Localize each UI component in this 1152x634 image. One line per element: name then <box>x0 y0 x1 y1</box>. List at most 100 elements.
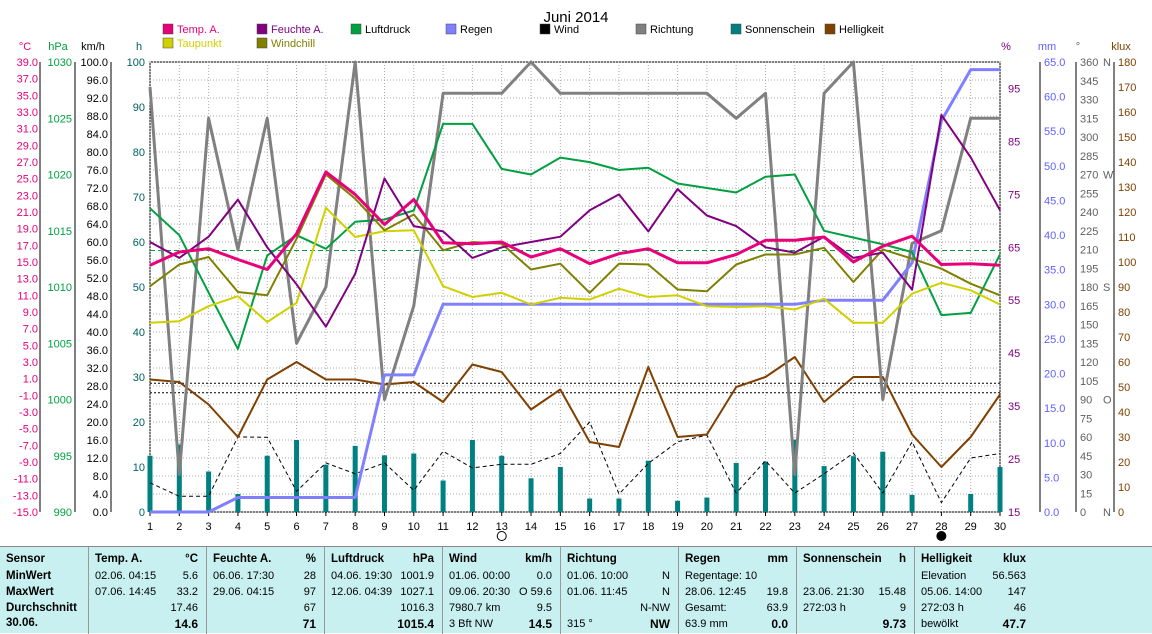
brightness-avg-value: 46 <box>1013 602 1026 614</box>
direction-min-value: N <box>662 570 670 582</box>
brightness-axis-label: klux <box>1111 41 1131 53</box>
temp-tick-label: 23.0 <box>17 190 38 202</box>
temp-tick-label: 13.0 <box>17 274 38 286</box>
temp-tick-label: -15.0 <box>13 507 38 519</box>
rain-tick-label: 25.0 <box>1044 334 1065 346</box>
x-tick-label: 2 <box>176 521 182 533</box>
sunshine-max-time: 23.06. 21:30 <box>803 586 865 598</box>
temp-tick-label: 17.0 <box>17 240 38 252</box>
direction-tick-label: 240 <box>1080 207 1098 219</box>
humidity-tick-label: 35 <box>1008 401 1020 413</box>
legend-swatch <box>635 23 647 35</box>
humidity-max-value: 97 <box>303 586 316 598</box>
brightness-tick-label: 180 <box>1118 57 1136 69</box>
sunshine-bar <box>176 444 182 512</box>
legend-swatch <box>539 23 551 35</box>
series-line-wind <box>149 421 1001 504</box>
temp-tick-label: -9.0 <box>19 457 38 469</box>
pressure-today-value: 1015.4 <box>397 617 434 631</box>
direction-avg-value: N-NW <box>640 602 670 614</box>
pressure-min-time: 04.06. 19:30 <box>331 570 393 582</box>
temp-tick-label: -11.0 <box>14 474 38 486</box>
x-tick-label: 8 <box>352 521 358 533</box>
wind-tick-label: 20.0 <box>87 417 108 429</box>
rain-axis-label: mm <box>1038 41 1056 53</box>
x-tick-label: 12 <box>466 521 478 533</box>
wind-today-value: 14.5 <box>528 617 552 631</box>
humidity-header: Feuchte A. <box>213 553 272 565</box>
wind-tick-label: 28.0 <box>87 381 108 393</box>
pressure-tick-label: 1015 <box>48 226 72 238</box>
sunshine-tick-label: 60 <box>133 237 145 249</box>
pressure-tick-label: 1020 <box>48 170 72 182</box>
direction-compass-label: N <box>1103 507 1111 519</box>
rain-tick-label: 55.0 <box>1044 126 1065 138</box>
x-tick-label: 11 <box>437 521 448 533</box>
wind-tick-label: 92.0 <box>87 93 108 105</box>
direction-header: Richtung <box>567 553 617 565</box>
wind-tick-label: 76.0 <box>87 165 108 177</box>
rain-tick-label: 20.0 <box>1044 369 1065 381</box>
temp-max-value: 33.2 <box>176 586 198 598</box>
temp-tick-label: 31.0 <box>17 124 38 136</box>
temp-tick-label: 19.0 <box>17 224 38 236</box>
new-moon-icon <box>936 531 947 541</box>
legend-swatch <box>350 23 362 35</box>
wind-tick-label: 12.0 <box>87 453 108 465</box>
series-line-temp-a <box>149 170 1001 271</box>
stats-pressure-column: Luftdruck hPa 04.06. 19:30 1001.9 12.06.… <box>324 547 442 634</box>
brightness-total: 272:03 h <box>921 602 964 614</box>
humidity-tick-label: 45 <box>1008 348 1020 360</box>
pressure-unit: hPa <box>412 553 434 565</box>
temp-avg-value: 17.46 <box>170 602 198 614</box>
wind-tick-label: 68.0 <box>87 201 108 213</box>
row-label-min: MinWert <box>6 570 52 582</box>
legend-label: Taupunkt <box>177 38 222 50</box>
series-line-windchill <box>149 173 1001 297</box>
sunshine-bar <box>528 478 534 512</box>
direction-tick-label: 270 <box>1080 170 1098 182</box>
temp-tick-label: 9.0 <box>23 307 38 319</box>
sunshine-bar <box>587 498 593 512</box>
stats-wind-column: Wind km/h 01.06. 00:00 0.0 09.06. 20:30 … <box>442 547 560 634</box>
sunshine-tick-label: 30 <box>133 372 145 384</box>
humidity-tick-label: 85 <box>1008 136 1020 148</box>
sunshine-bar <box>381 455 387 512</box>
direction-tick-label: 75 <box>1080 413 1092 425</box>
pressure-tick-label: 1025 <box>48 113 72 125</box>
row-label-avg: Durchschnitt <box>6 602 77 614</box>
rain-max-value: 19.8 <box>766 586 788 598</box>
temp-tick-label: 37.0 <box>17 74 38 86</box>
stats-sunshine-column: Sonnenschein h 23.06. 21:30 15.48 272:03… <box>796 547 914 634</box>
direction-tick-label: 300 <box>1080 132 1098 144</box>
temp-tick-label: 1.0 <box>23 374 38 386</box>
wind-tick-label: 84.0 <box>87 129 108 141</box>
direction-tick-label: 135 <box>1080 338 1098 350</box>
sensor-header: Sensor <box>6 553 45 565</box>
x-tick-label: 20 <box>701 521 713 533</box>
brightness-tick-label: 40 <box>1118 407 1130 419</box>
x-tick-label: 30 <box>994 521 1006 533</box>
series-line-taupunkt <box>149 206 1001 324</box>
direction-tick-label: 105 <box>1080 376 1098 388</box>
stats-direction-column: Richtung 01.06. 10:00 N 01.06. 11:45 N N… <box>560 547 678 634</box>
sunshine-bar <box>733 462 739 512</box>
direction-today-value: NW <box>650 617 670 631</box>
pressure-tick-label: 1000 <box>48 395 72 407</box>
rain-total-label: Gesamt: <box>685 602 727 614</box>
x-tick-label: 16 <box>584 521 596 533</box>
sunshine-bar <box>968 494 974 512</box>
legend-label: Regen <box>460 24 492 36</box>
wind-tick-label: 4.0 <box>93 489 108 501</box>
humidity-avg-value: 67 <box>303 602 316 614</box>
direction-tick-label: 315 <box>1080 113 1098 125</box>
wind-max-time: 09.06. 20:30 <box>449 586 511 598</box>
humidity-tick-label: 25 <box>1008 454 1020 466</box>
wind-tick-label: 0.0 <box>93 507 108 519</box>
direction-tick-label: 345 <box>1080 76 1098 88</box>
humidity-today-value: 71 <box>302 617 316 631</box>
pressure-max-value: 1027.1 <box>400 586 434 598</box>
temp-tick-label: 27.0 <box>17 157 38 169</box>
wind-distance: 7980.7 km <box>449 602 501 614</box>
humidity-max-time: 29.06. 04:15 <box>213 586 275 598</box>
